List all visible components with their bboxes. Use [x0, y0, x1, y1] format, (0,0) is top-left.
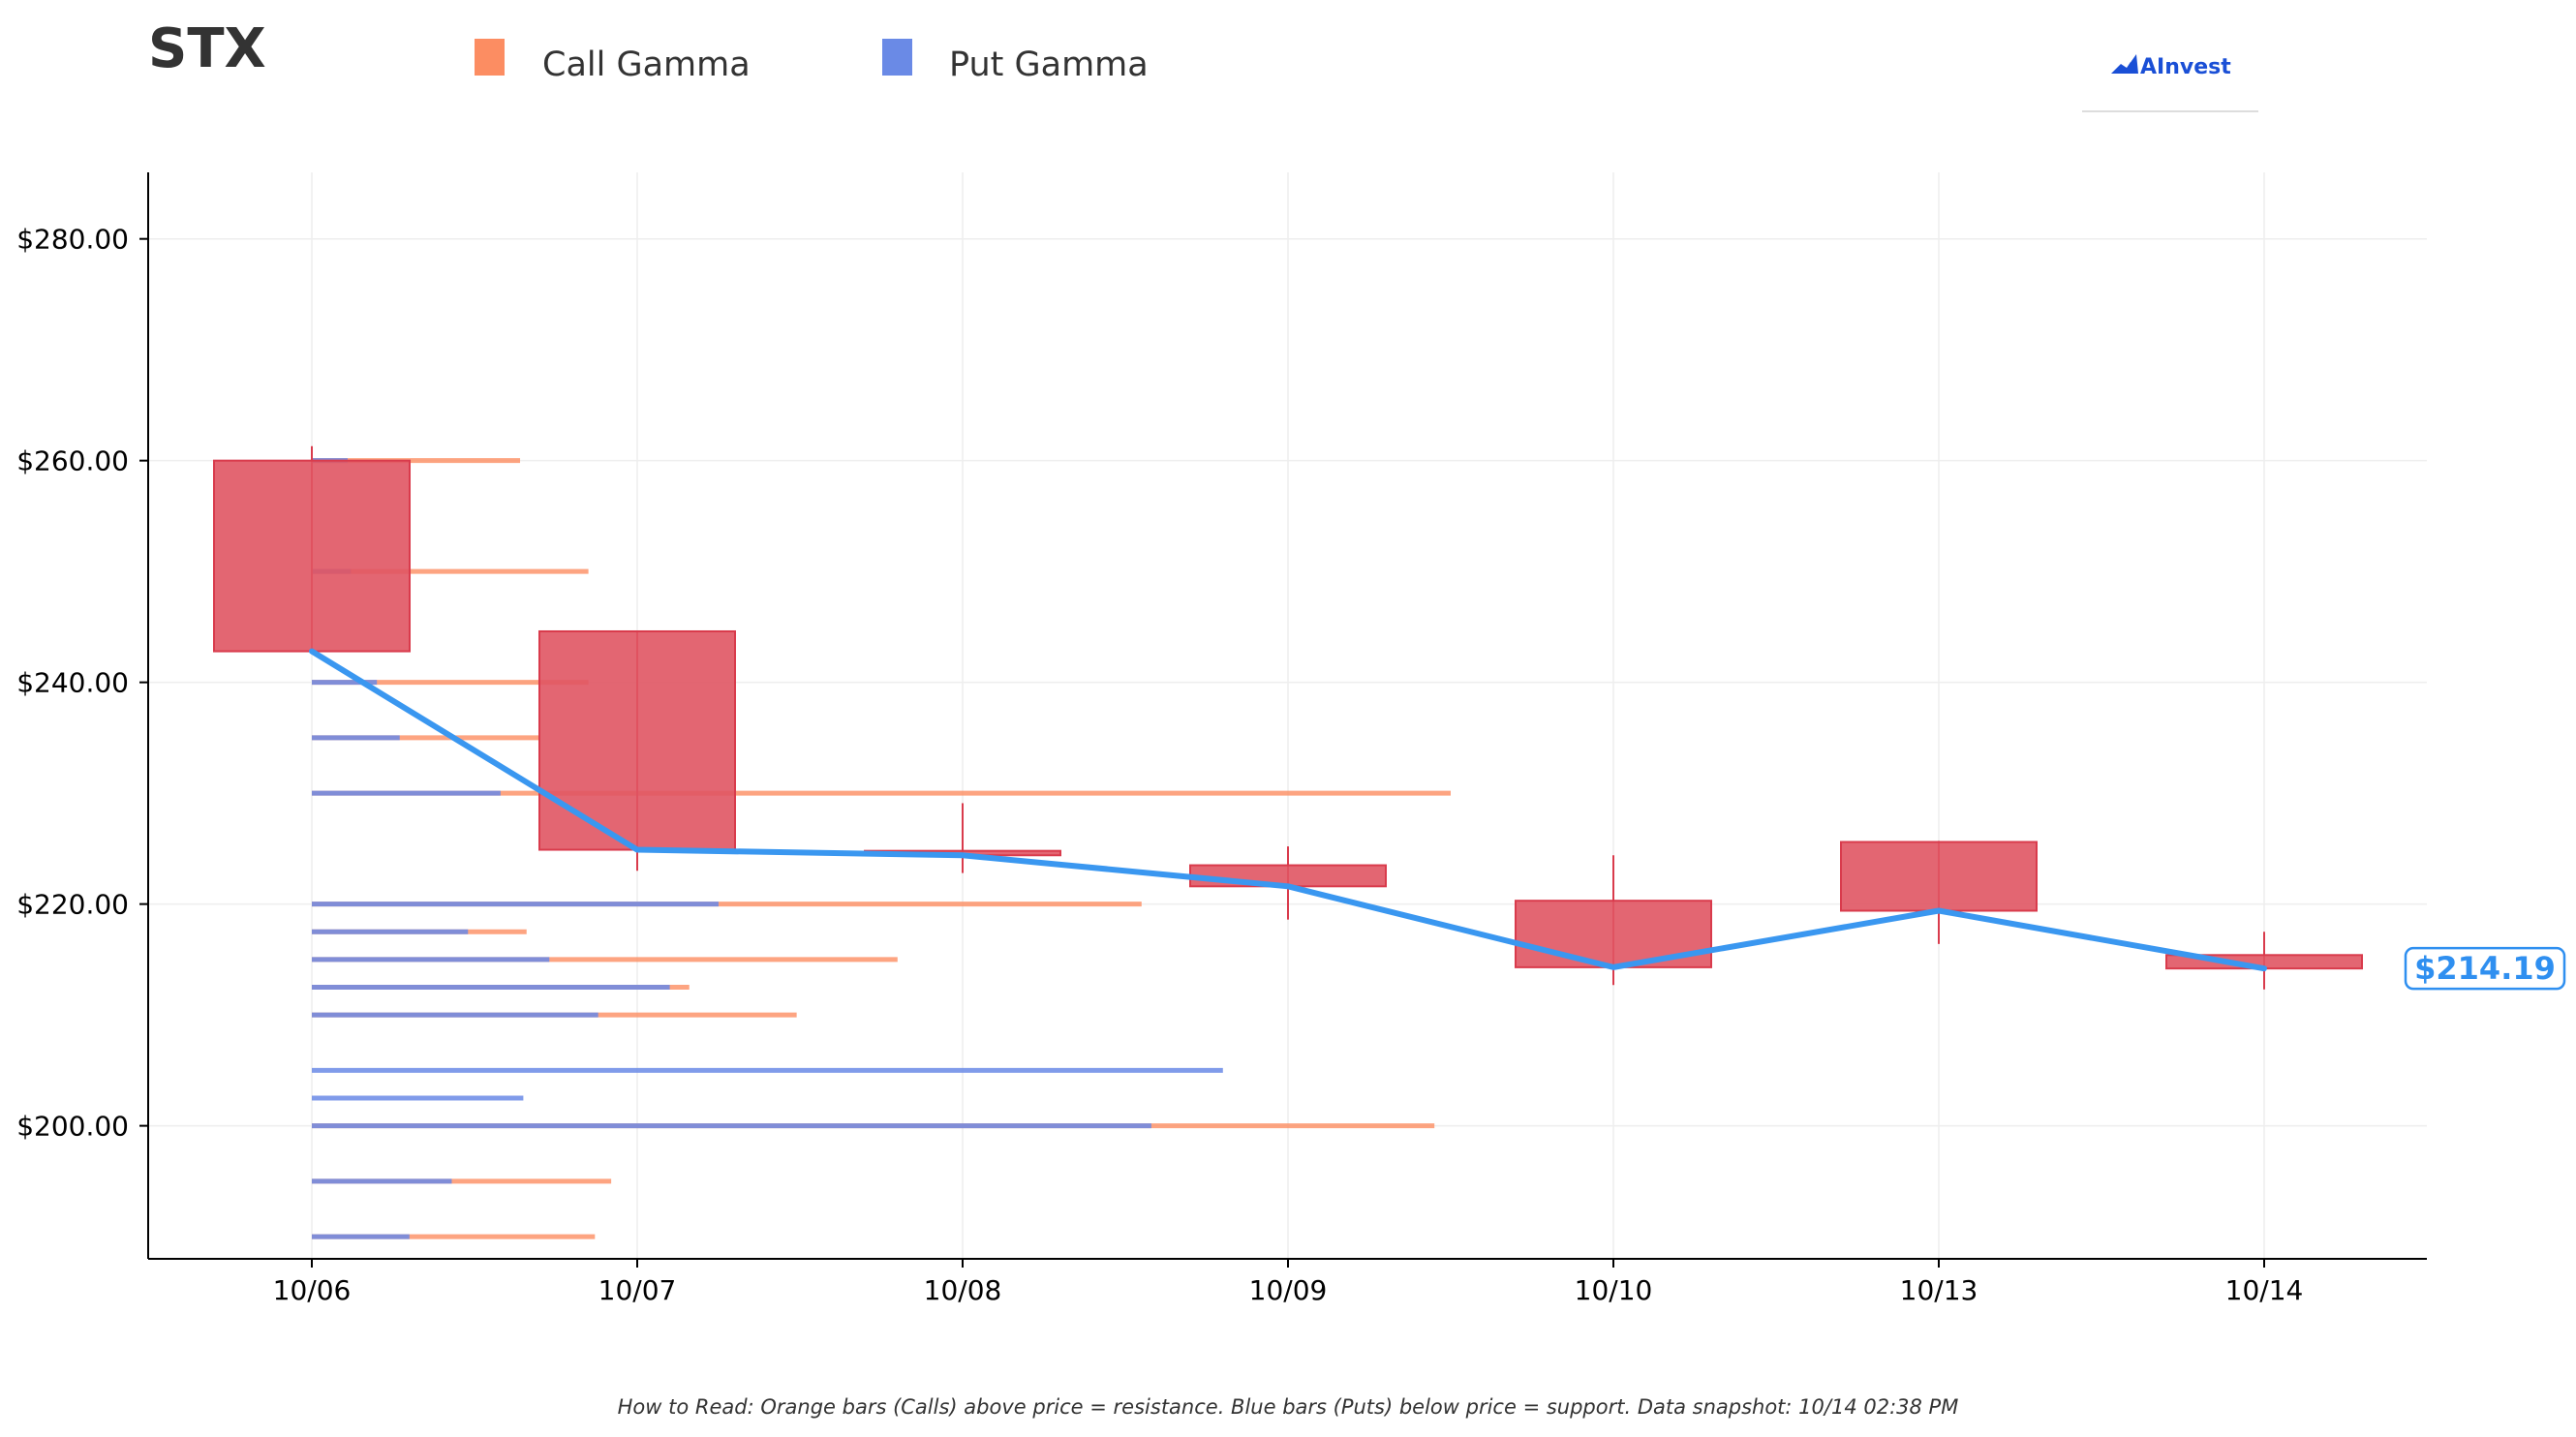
legend-put-swatch — [882, 39, 912, 76]
candle-body-10-07 — [538, 629, 736, 851]
y-tick-label-3: $260.00 — [16, 445, 129, 477]
x-tick-label-3: 10/09 — [1249, 1274, 1328, 1306]
candlesticks — [213, 445, 2363, 990]
candle-body-10-06 — [213, 459, 411, 653]
gamma-bars — [312, 458, 1451, 1239]
legend-call-swatch — [475, 39, 505, 76]
x-tick-label-1: 10/07 — [598, 1274, 677, 1306]
candle-body-10-09 — [1189, 864, 1387, 888]
logo-chart-icon — [2111, 54, 2138, 74]
current-price-label: $214.19 — [2414, 950, 2556, 987]
current-price-box — [2404, 946, 2566, 991]
y-tick-label-1: $220.00 — [16, 889, 129, 921]
axes: $200.00 $220.00 $240.00 $260.00 $280.00 10/06… — [16, 172, 2427, 1306]
x-tick-label-0: 10/06 — [273, 1274, 352, 1306]
x-tick-label-5: 10/13 — [1900, 1274, 1978, 1306]
x-tick-label-4: 10/10 — [1575, 1274, 1653, 1306]
current-price-badge: $214.19 — [2404, 946, 2566, 991]
x-tick-label-6: 10/14 — [2225, 1274, 2304, 1306]
y-tick-label-2: $240.00 — [16, 667, 129, 699]
logo-text: AInvest — [2140, 55, 2231, 79]
ticker-title: STX — [148, 17, 266, 80]
price-line — [309, 648, 2267, 972]
candle-body-10-13 — [1840, 841, 2038, 912]
price-line-layer — [309, 648, 2267, 972]
x-tick-label-2: 10/08 — [924, 1274, 1002, 1306]
y-tick-label-4: $280.00 — [16, 224, 129, 256]
legend-put-label: Put Gamma — [949, 46, 1149, 84]
ainvest-logo: AInvest — [2082, 54, 2258, 112]
how-to-read-footnote: How to Read: Orange bars (Calls) above p… — [618, 1395, 1959, 1419]
legend: Call Gamma Put Gamma — [475, 39, 1149, 84]
y-tick-label-0: $200.00 — [16, 1111, 129, 1143]
legend-call-label: Call Gamma — [542, 46, 751, 84]
